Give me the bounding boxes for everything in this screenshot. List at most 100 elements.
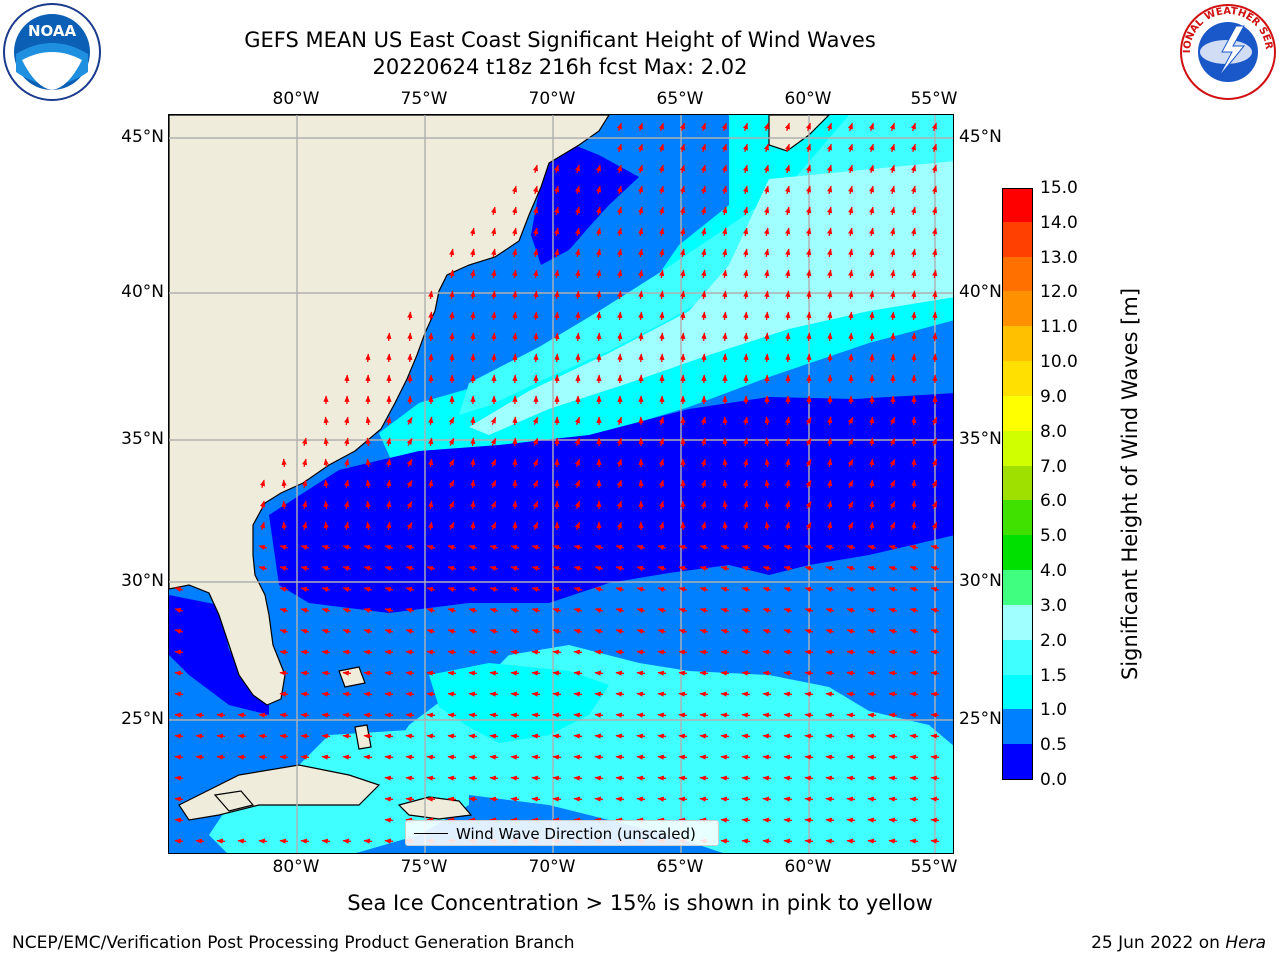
wave-direction-arrow xyxy=(448,479,455,488)
wave-direction-arrow xyxy=(468,754,478,760)
wave-direction-arrow xyxy=(680,185,686,195)
nws-logo-icon: NATIONAL WEATHER SERVICE xyxy=(1178,2,1276,100)
wave-direction-arrow xyxy=(699,691,709,697)
colorbar-tick-label: 2.0 xyxy=(1040,630,1068,651)
wave-direction-arrow xyxy=(743,521,749,531)
wave-direction-arrow xyxy=(596,353,602,363)
wave-direction-arrow xyxy=(680,458,686,468)
wave-direction-arrow xyxy=(867,817,877,823)
wave-direction-arrow xyxy=(657,607,667,613)
wave-direction-arrow xyxy=(384,586,394,592)
wave-direction-arrow xyxy=(722,206,728,216)
wave-direction-arrow xyxy=(447,796,457,802)
wave-direction-arrow xyxy=(932,332,938,342)
wave-direction-arrow xyxy=(658,500,664,510)
wave-direction-arrow xyxy=(615,796,625,802)
wave-direction-arrow xyxy=(617,332,623,342)
wave-direction-arrow xyxy=(426,544,436,550)
wave-direction-arrow xyxy=(869,437,875,447)
wave-direction-arrow xyxy=(680,479,686,489)
wave-direction-arrow xyxy=(510,796,520,802)
wave-direction-arrow xyxy=(638,332,644,342)
wave-direction-arrow xyxy=(804,754,814,760)
wave-direction-arrow xyxy=(552,544,562,550)
wave-direction-arrow xyxy=(846,775,856,781)
wave-direction-arrow xyxy=(785,269,791,279)
wave-direction-arrow xyxy=(889,164,895,174)
wave-direction-arrow xyxy=(678,586,688,592)
wave-direction-arrow xyxy=(932,227,938,237)
wave-direction-arrow xyxy=(827,479,833,489)
wave-direction-arrow xyxy=(363,670,373,676)
wave-direction-arrow xyxy=(510,649,520,655)
wave-direction-arrow xyxy=(616,122,622,131)
wave-direction-arrow xyxy=(638,185,644,195)
wave-direction-arrow xyxy=(827,185,833,195)
wave-direction-arrow xyxy=(890,353,896,363)
wave-direction-arrow xyxy=(321,607,331,613)
wave-direction-arrow xyxy=(721,164,727,174)
wave-direction-arrow xyxy=(616,500,622,509)
wave-direction-arrow xyxy=(932,248,938,258)
wave-direction-arrow xyxy=(615,607,625,613)
sea-ice-note: Sea Ice Concentration > 15% is shown in … xyxy=(347,891,933,915)
wave-direction-arrow xyxy=(323,521,329,531)
wave-direction-arrow xyxy=(533,311,539,321)
wave-direction-arrow xyxy=(678,775,688,781)
wave-direction-arrow xyxy=(806,185,812,195)
wave-direction-arrow xyxy=(574,500,581,509)
wave-direction-arrow xyxy=(846,838,856,844)
wave-direction-arrow xyxy=(386,458,392,468)
wave-direction-arrow xyxy=(365,521,371,531)
map-panel[interactable]: Wind Wave Direction (unscaled) xyxy=(168,114,954,854)
wave-direction-arrow xyxy=(490,500,497,509)
wave-direction-arrow xyxy=(174,628,184,634)
colorbar-tick-label: 10.0 xyxy=(1040,352,1078,373)
wave-direction-arrow xyxy=(657,544,667,550)
footer-date: 25 Jun 2022 on Hera xyxy=(1091,932,1266,954)
wave-direction-arrow xyxy=(302,458,308,468)
wave-direction-arrow xyxy=(720,796,730,802)
wave-direction-arrow xyxy=(764,311,770,321)
wave-direction-arrow xyxy=(573,565,583,571)
wave-direction-arrow xyxy=(279,754,289,760)
wave-direction-arrow xyxy=(384,712,394,718)
wave-direction-arrow xyxy=(785,332,791,342)
wave-direction-arrow xyxy=(930,544,940,550)
wave-direction-arrow xyxy=(615,565,625,571)
wave-direction-arrow xyxy=(554,248,560,258)
wave-direction-arrow xyxy=(426,586,436,592)
wave-direction-arrow xyxy=(575,227,581,237)
colorbar-tick-label: 11.0 xyxy=(1040,317,1078,338)
wave-direction-arrow xyxy=(741,670,751,676)
wave-direction-arrow xyxy=(449,269,455,279)
wave-direction-arrow xyxy=(405,796,415,802)
wave-direction-arrow xyxy=(742,164,748,174)
wave-direction-arrow xyxy=(848,248,854,258)
wave-direction-arrow xyxy=(699,607,709,613)
wave-direction-arrow xyxy=(785,248,791,258)
colorbar-segment xyxy=(1003,743,1032,779)
wave-direction-arrow xyxy=(827,290,833,300)
wave-direction-arrow xyxy=(720,691,730,697)
wave-direction-arrow xyxy=(678,565,688,571)
wave-direction-arrow xyxy=(510,544,520,550)
wave-direction-arrow xyxy=(384,733,394,739)
wave-direction-arrow xyxy=(743,269,749,279)
wave-direction-arrow xyxy=(804,838,814,844)
wave-direction-arrow xyxy=(762,775,772,781)
wave-direction-arrow xyxy=(174,691,184,697)
wave-direction-arrow xyxy=(762,796,772,802)
wave-direction-arrow xyxy=(302,437,308,447)
wave-direction-arrow xyxy=(909,775,919,781)
wave-direction-arrow xyxy=(512,416,518,426)
wave-direction-arrow xyxy=(909,712,919,718)
wave-direction-arrow xyxy=(512,332,518,342)
wave-direction-arrow xyxy=(722,269,728,279)
wave-direction-arrow xyxy=(636,544,646,550)
wave-direction-arrow xyxy=(237,838,247,844)
wave-direction-arrow xyxy=(909,691,919,697)
wave-direction-arrow xyxy=(532,500,539,509)
wave-direction-arrow xyxy=(783,565,793,571)
map-title: GEFS MEAN US East Coast Significant Heig… xyxy=(244,28,876,52)
